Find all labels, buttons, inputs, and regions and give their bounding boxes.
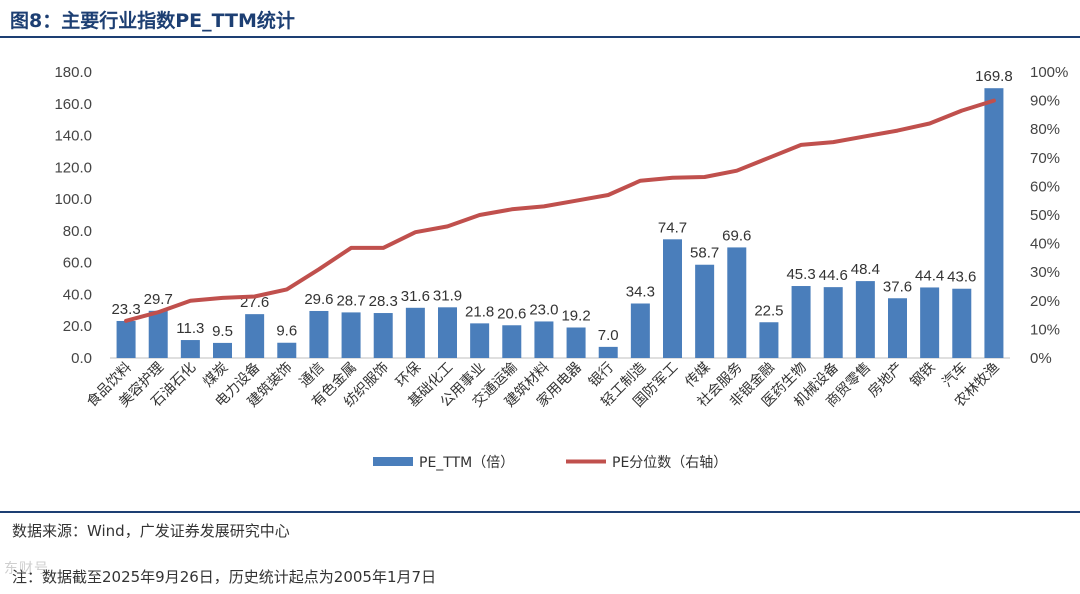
bar-23 <box>823 287 843 358</box>
y-left-tick-label: 40.0 <box>63 286 92 303</box>
bar-25 <box>888 298 907 358</box>
category-label: 房地产 <box>865 360 906 401</box>
bar-10 <box>405 307 425 358</box>
bar-data-label: 23.0 <box>529 301 558 318</box>
bar-26 <box>920 287 940 358</box>
y-left-tick-label: 100.0 <box>54 191 92 208</box>
y-left-tick-label: 120.0 <box>54 159 92 176</box>
bar-5 <box>245 314 265 358</box>
bar-data-label: 22.5 <box>754 302 783 319</box>
bar-data-label: 9.6 <box>276 323 297 340</box>
bar-data-label: 23.3 <box>111 301 140 318</box>
bar-data-label: 58.7 <box>690 245 719 262</box>
bar-19 <box>695 264 715 358</box>
legend-label-pe-ttm: PE_TTM（倍） <box>419 455 514 471</box>
figure-title: 图8：主要行业指数PE_TTM统计 <box>10 10 295 32</box>
y-right-tick-label: 10% <box>1030 321 1060 338</box>
bar-6 <box>277 342 297 358</box>
bar-data-label: 7.0 <box>598 327 619 344</box>
y-right-tick-label: 0% <box>1030 350 1052 367</box>
bar-data-label: 21.8 <box>465 303 494 320</box>
bar-22 <box>791 286 811 358</box>
y-right-tick-label: 60% <box>1030 178 1060 195</box>
legend-label-pe-percentile: PE分位数（右轴） <box>612 455 727 471</box>
bar-9 <box>373 313 393 358</box>
bar-data-label: 44.6 <box>819 267 848 284</box>
bar-data-label: 29.6 <box>304 291 333 308</box>
bar-24 <box>855 281 875 358</box>
bar-data-label: 37.6 <box>883 278 912 295</box>
y-right-tick-label: 70% <box>1030 150 1060 167</box>
bar-data-label: 43.6 <box>947 269 976 286</box>
y-left-tick-label: 160.0 <box>54 96 92 113</box>
bar-15 <box>566 327 586 358</box>
bar-18 <box>663 239 682 358</box>
bar-data-label: 48.4 <box>851 261 880 278</box>
bar-data-label: 9.5 <box>212 323 233 340</box>
bar-data-label: 169.8 <box>975 68 1013 85</box>
bar-data-label: 28.3 <box>369 293 398 310</box>
bar-20 <box>727 247 747 358</box>
bar-data-label: 11.3 <box>176 320 204 337</box>
bar-data-label: 28.7 <box>336 292 365 309</box>
bar-7 <box>309 310 329 358</box>
y-left-tick-label: 60.0 <box>63 255 92 272</box>
y-right-tick-label: 40% <box>1030 236 1060 253</box>
bar-12 <box>470 323 490 358</box>
y-left-tick-label: 140.0 <box>54 128 92 145</box>
bar-data-label: 31.9 <box>433 287 462 304</box>
y-right-tick-label: 100% <box>1030 64 1068 81</box>
bar-13 <box>502 325 522 358</box>
y-right-tick-label: 90% <box>1030 93 1060 110</box>
bar-3 <box>180 340 200 358</box>
y-right-tick-label: 50% <box>1030 207 1060 224</box>
bar-2 <box>148 310 168 358</box>
y-right-tick-label: 20% <box>1030 293 1060 310</box>
bar-28 <box>984 88 1004 358</box>
bar-1 <box>116 320 136 358</box>
bar-17 <box>630 303 650 358</box>
y-right-tick-label: 30% <box>1030 264 1060 281</box>
bar-data-label: 44.4 <box>915 267 944 284</box>
source-note: 数据来源：Wind，广发证券发展研究中心 <box>12 522 290 540</box>
bar-4 <box>213 342 232 358</box>
date-note: 注：数据截至2025年9月26日，历史统计起点为2005年1月7日 <box>12 568 437 586</box>
bar-data-label: 45.3 <box>786 266 815 283</box>
watermark: 东财号 <box>4 561 49 577</box>
bar-8 <box>341 312 361 358</box>
bar-21 <box>759 322 779 358</box>
bar-data-label: 69.6 <box>722 227 751 244</box>
bar-14 <box>534 321 554 358</box>
y-left-tick-label: 0.0 <box>71 350 92 367</box>
bar-data-label: 34.3 <box>626 284 655 301</box>
bar-data-label: 19.2 <box>561 307 590 324</box>
bar-data-label: 31.6 <box>401 288 430 305</box>
bar-data-label: 20.6 <box>497 305 526 322</box>
y-right-tick-label: 80% <box>1030 121 1060 138</box>
bar-data-label: 29.7 <box>144 291 173 308</box>
y-left-tick-label: 80.0 <box>63 223 92 240</box>
bar-data-label: 74.7 <box>658 219 687 236</box>
category-label: 钢铁 <box>907 360 938 391</box>
y-left-tick-label: 180.0 <box>54 64 92 81</box>
bar-11 <box>438 307 457 358</box>
bar-16 <box>598 346 618 358</box>
legend-swatch-pe-ttm <box>373 457 413 466</box>
y-left-tick-label: 20.0 <box>63 318 92 335</box>
footer-divider <box>0 511 1080 513</box>
pe-percentile-line <box>124 98 996 323</box>
title-divider <box>0 36 1080 38</box>
bar-27 <box>952 288 972 358</box>
